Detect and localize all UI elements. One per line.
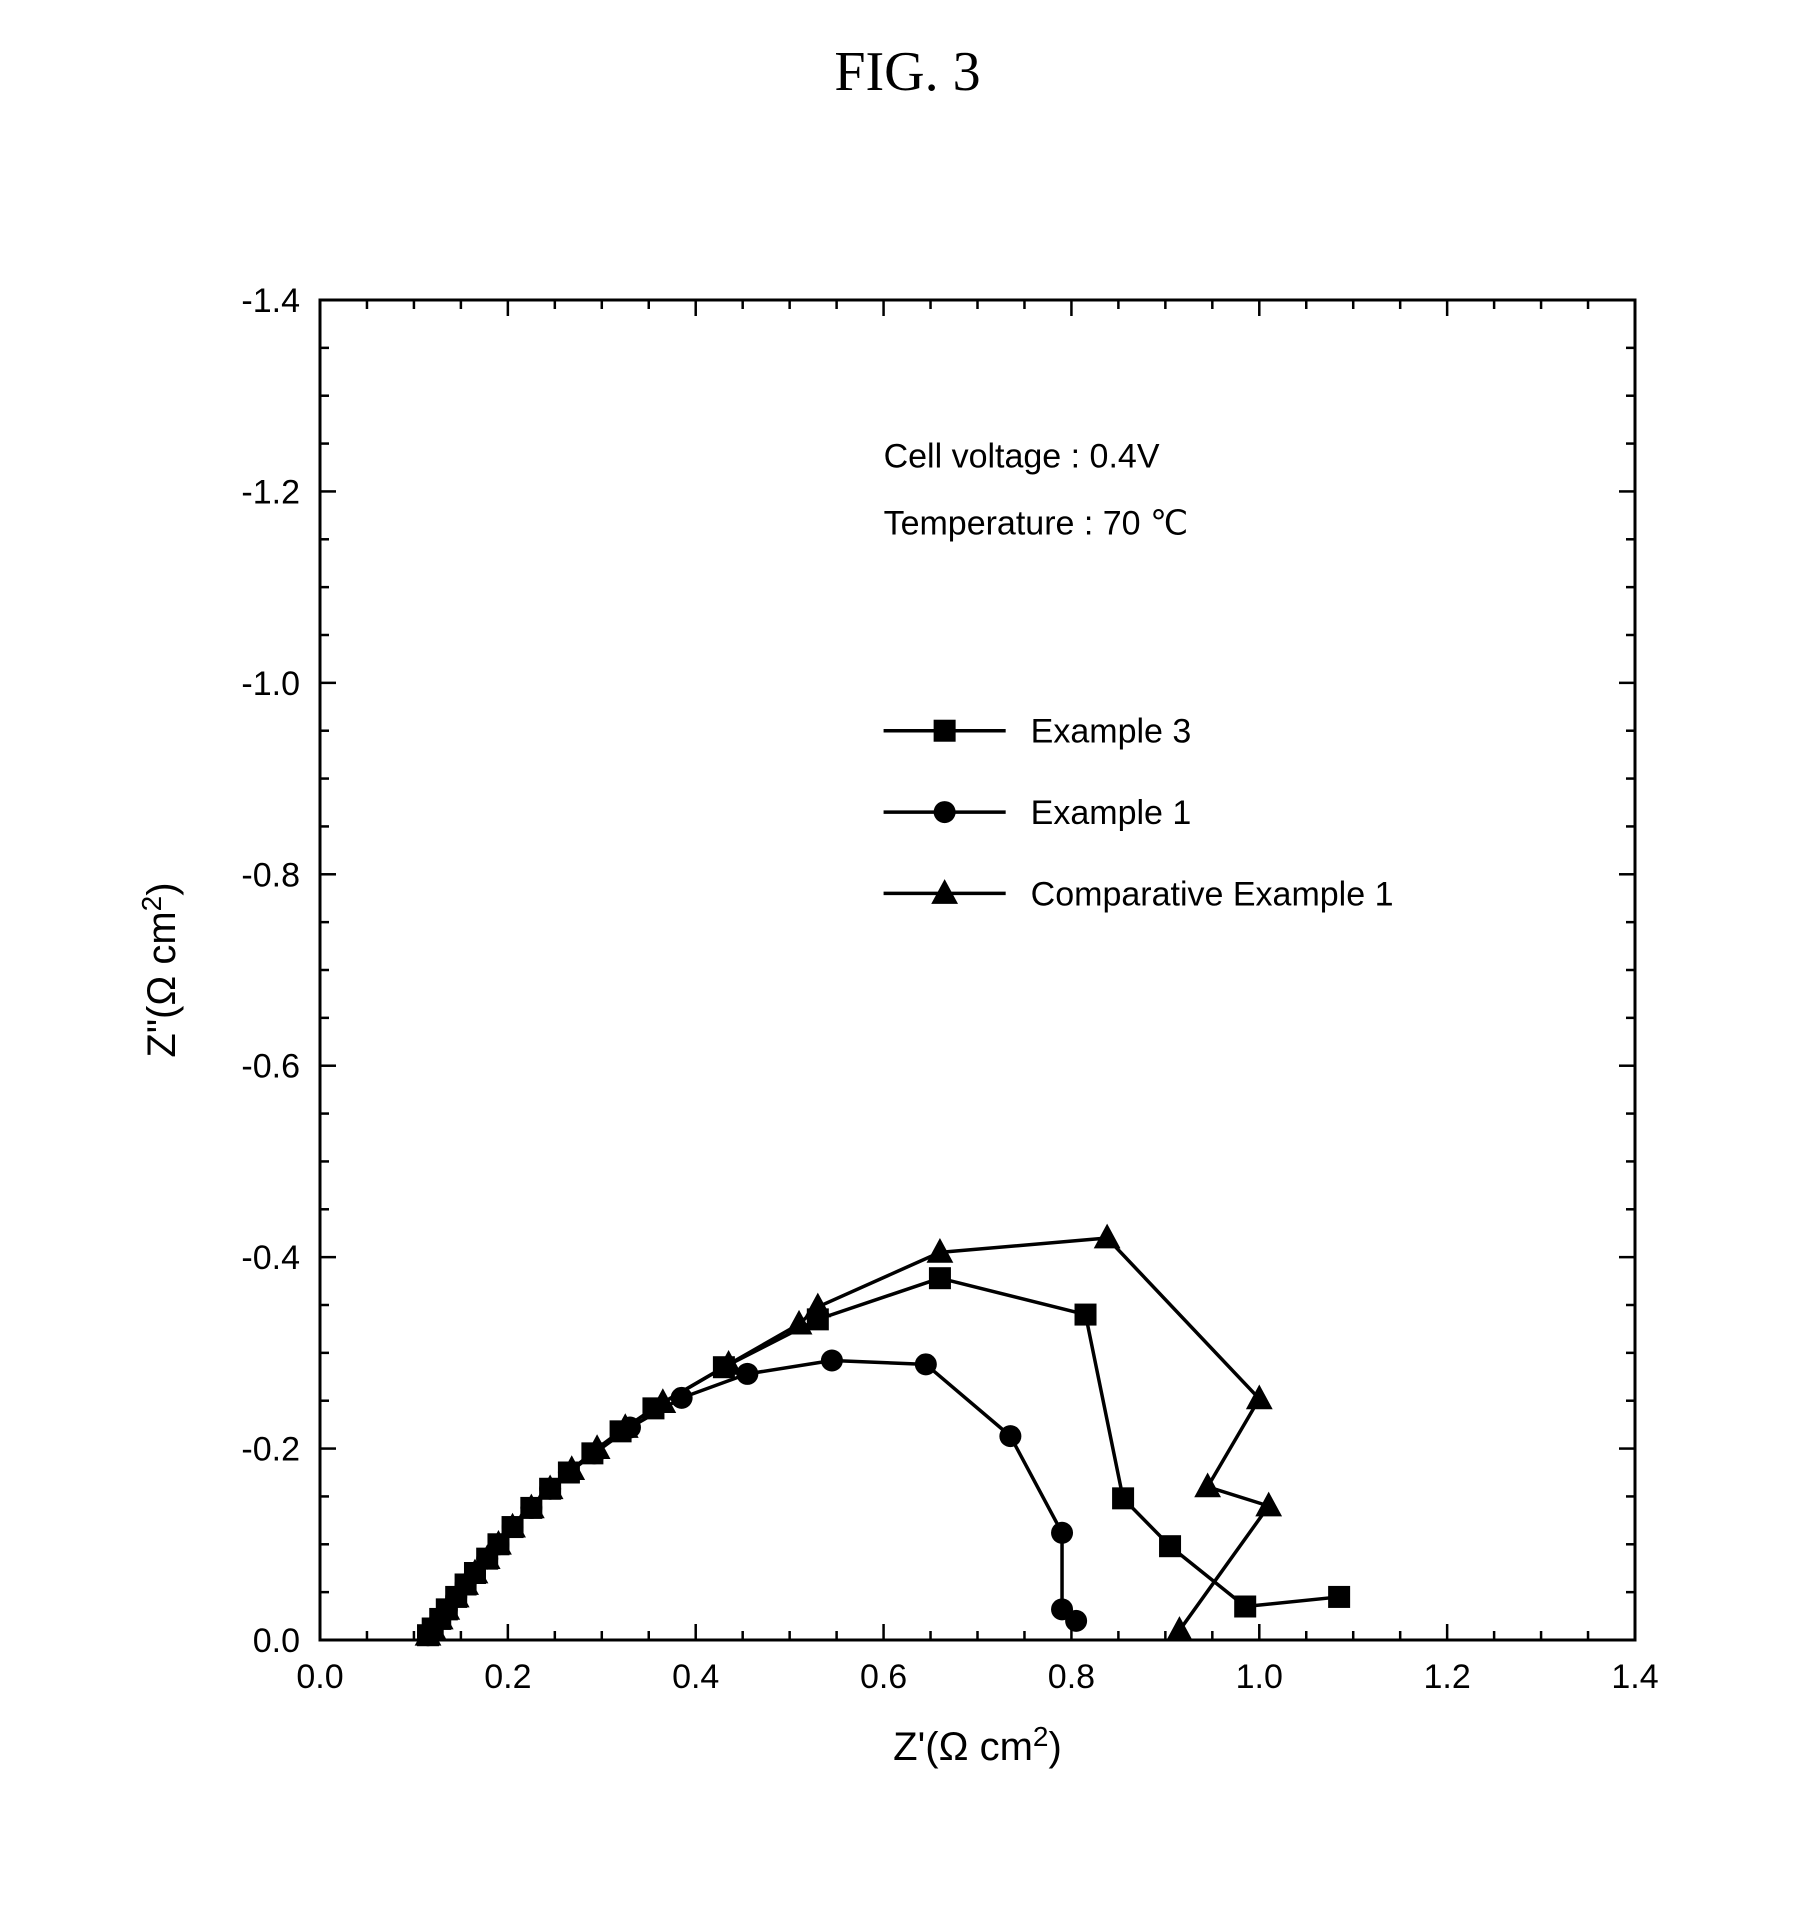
x-tick-label: 0.0	[296, 1658, 343, 1696]
marker-square	[807, 1308, 829, 1330]
marker-square	[1234, 1596, 1256, 1618]
marker-circle	[502, 1516, 524, 1538]
marker-circle	[821, 1350, 843, 1372]
y-tick-label: -1.4	[241, 282, 300, 320]
marker-circle	[934, 801, 956, 823]
marker-square	[1159, 1535, 1181, 1557]
marker-square	[934, 720, 956, 742]
chart-annotation: Temperature : 70 ℃	[884, 505, 1189, 543]
x-tick-label: 0.8	[1048, 1658, 1095, 1696]
marker-circle	[999, 1425, 1021, 1447]
x-tick-label: 1.4	[1611, 1658, 1658, 1696]
x-tick-label: 1.0	[1236, 1658, 1283, 1696]
legend-label: Example 1	[1031, 794, 1192, 832]
marker-circle	[915, 1353, 937, 1375]
x-axis-label: Z'(Ω cm2)	[893, 1721, 1062, 1769]
chart-annotation: Cell voltage : 0.4V	[884, 438, 1160, 476]
marker-circle	[619, 1417, 641, 1439]
marker-circle	[558, 1462, 580, 1484]
marker-circle	[583, 1442, 605, 1464]
y-tick-label: -0.4	[241, 1239, 300, 1277]
x-tick-label: 0.4	[672, 1658, 719, 1696]
marker-circle	[736, 1363, 758, 1385]
y-tick-label: 0.0	[253, 1622, 300, 1660]
x-tick-label: 0.2	[484, 1658, 531, 1696]
marker-square	[1075, 1304, 1097, 1326]
figure-title: FIG. 3	[0, 40, 1815, 104]
chart-svg: 0.0 0.2 0.4 0.6 0.8 1.0 1.2 1.4 0.0 -0.2 -0.4 -0.6 -…	[120, 260, 1695, 1820]
y-tick-label: -0.8	[241, 856, 300, 894]
legend-label: Comparative Example 1	[1031, 875, 1394, 913]
nyquist-chart: 0.0 0.2 0.4 0.6 0.8 1.0 1.2 1.4 0.0 -0.2 -0.4 -0.6 -…	[120, 260, 1695, 1820]
y-axis-label: Z"(Ω cm2)	[136, 882, 184, 1057]
marker-circle	[520, 1497, 542, 1519]
marker-square	[929, 1267, 951, 1289]
x-tick-label: 0.6	[860, 1658, 907, 1696]
marker-circle	[671, 1387, 693, 1409]
legend-label: Example 3	[1031, 713, 1192, 751]
marker-circle	[539, 1478, 561, 1500]
marker-circle	[1065, 1610, 1087, 1632]
marker-square	[1112, 1487, 1134, 1509]
x-tick-label: 1.2	[1424, 1658, 1471, 1696]
y-tick-label: -1.2	[241, 473, 300, 511]
y-tick-label: -0.6	[241, 1048, 300, 1086]
marker-square	[1328, 1586, 1350, 1608]
marker-square	[713, 1356, 735, 1378]
y-tick-label: -0.2	[241, 1431, 300, 1469]
marker-circle	[1051, 1522, 1073, 1544]
marker-circle	[487, 1533, 509, 1555]
figure-page: FIG. 3 0.0 0.2 0.4 0.6 0.8 1.0 1.2 1.4 0.0 -0.2 -0…	[0, 0, 1815, 1906]
y-tick-label: -1.0	[241, 665, 300, 703]
